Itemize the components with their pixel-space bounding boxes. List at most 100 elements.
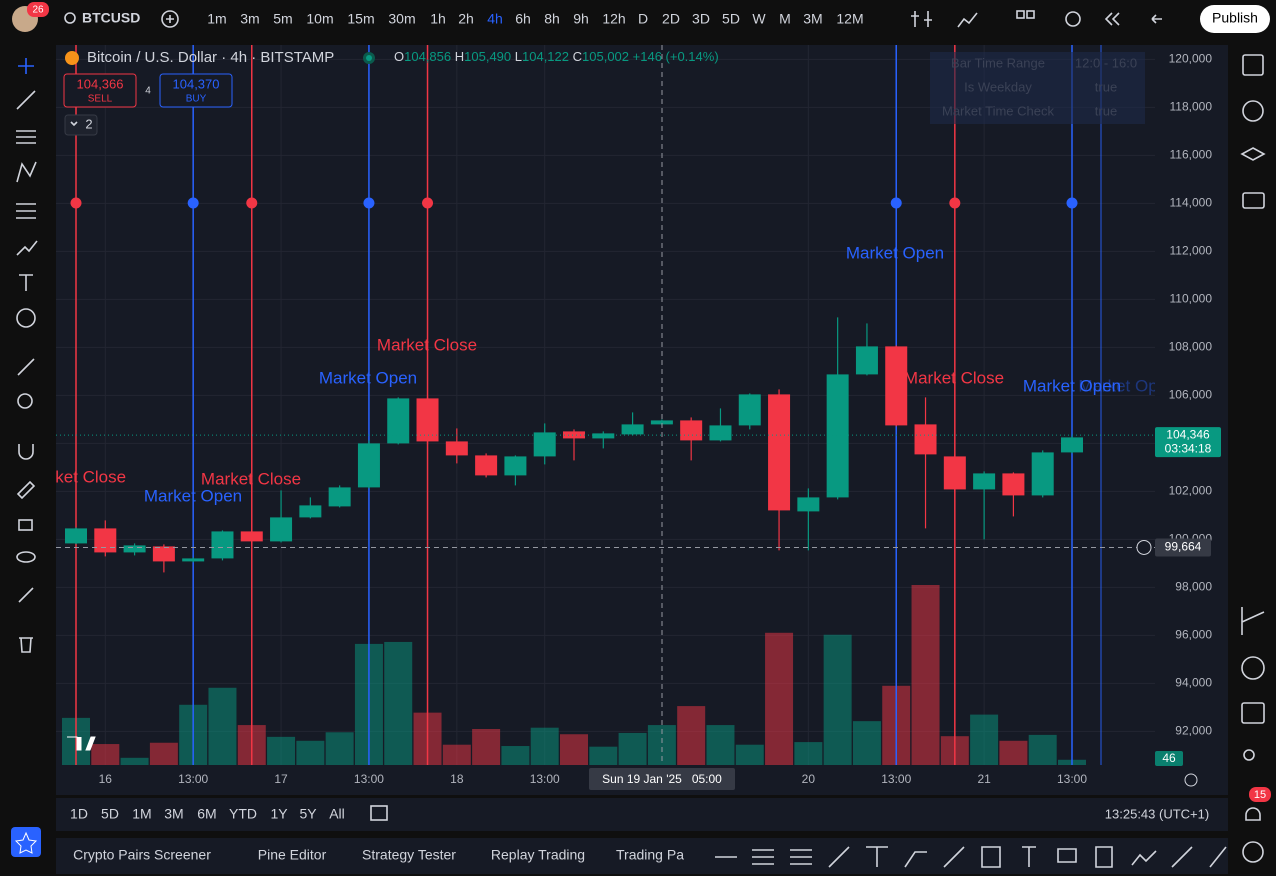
indicators-icon[interactable] [957, 12, 978, 28]
alert-icon[interactable] [1065, 11, 1081, 27]
interval[interactable]: 2h [458, 11, 474, 27]
range[interactable]: 1D [70, 806, 88, 822]
publish-label[interactable]: Publish [1212, 10, 1258, 26]
interval[interactable]: 3M [803, 11, 822, 27]
indicator-toggle[interactable] [64, 114, 98, 136]
interval[interactable]: 30m [388, 11, 415, 27]
layers-icon[interactable] [1240, 147, 1266, 161]
bell-icon[interactable] [1245, 807, 1261, 821]
candle-body [270, 517, 293, 542]
volume-box [1155, 751, 1183, 766]
chart-pane [56, 45, 1228, 795]
sell-price[interactable]: 104,366 [77, 76, 124, 91]
tab[interactable]: Trading Pa [616, 847, 684, 863]
interval[interactable]: M [779, 11, 791, 27]
interval[interactable]: 12M [836, 11, 863, 27]
trend-tool[interactable] [16, 90, 36, 110]
buy-price[interactable]: 104,370 [173, 76, 220, 91]
sell-label[interactable]: SELL [88, 94, 113, 105]
symbol[interactable]: BTCUSD [82, 10, 140, 26]
range[interactable]: 6M [197, 806, 216, 822]
replay-icon[interactable] [1104, 12, 1120, 26]
add-symbol[interactable] [161, 10, 179, 28]
interval[interactable]: 3D [692, 11, 710, 27]
tab[interactable]: Replay Trading [491, 847, 585, 863]
lock-draw-tool[interactable] [16, 480, 36, 500]
range[interactable]: 5Y [299, 806, 317, 822]
interval[interactable]: 5D [722, 11, 740, 27]
volume-bar [149, 742, 178, 765]
search-icon[interactable] [64, 12, 76, 24]
projection-tool[interactable] [16, 203, 36, 219]
open: 104,856 [404, 49, 451, 64]
watchlist-star[interactable] [11, 827, 41, 857]
interval[interactable]: W [752, 11, 766, 27]
interval[interactable]: 2D [662, 11, 680, 27]
people-icon[interactable] [1243, 749, 1255, 761]
lock-tool[interactable] [18, 519, 33, 531]
interval[interactable]: 4h [487, 11, 503, 27]
chart-type-icon[interactable] [911, 11, 932, 27]
interval[interactable]: 8h [544, 11, 560, 27]
target-icon[interactable] [1241, 656, 1265, 680]
watchlist-icon[interactable] [1242, 54, 1264, 76]
indicator-count[interactable]: 2 [85, 116, 92, 131]
calendar-icon[interactable] [1241, 702, 1265, 724]
alerts-icon[interactable] [1242, 100, 1264, 122]
zoom-tool[interactable] [17, 393, 33, 409]
interval[interactable]: D [638, 11, 648, 27]
candle-body [826, 374, 849, 498]
interval[interactable]: 5m [273, 11, 292, 27]
chat-icon[interactable] [1242, 192, 1265, 209]
tab[interactable]: Pine Editor [258, 847, 327, 863]
candle-body [943, 456, 966, 490]
sell-button[interactable] [63, 73, 137, 108]
undo-icon[interactable] [1151, 14, 1162, 24]
crosshair-add[interactable] [1136, 539, 1152, 555]
range[interactable]: 5D [101, 806, 119, 822]
range[interactable]: 1Y [270, 806, 288, 822]
interval[interactable]: 15m [347, 11, 374, 27]
candle-body [387, 398, 410, 444]
volume-bar [120, 757, 149, 765]
volume-bar [852, 721, 881, 765]
fib-tool[interactable] [16, 130, 36, 144]
interval[interactable]: 1h [430, 11, 446, 27]
range[interactable]: YTD [229, 806, 257, 822]
candle-body [797, 497, 820, 512]
range[interactable]: 3M [164, 806, 183, 822]
help-icon[interactable] [1242, 841, 1264, 863]
candle-body [1031, 452, 1054, 496]
pattern-tool[interactable] [16, 161, 37, 183]
range[interactable]: 1M [132, 806, 151, 822]
tab[interactable]: Crypto Pairs Screener [73, 847, 211, 863]
draw-icon[interactable] [1241, 607, 1265, 635]
emoji-tool[interactable] [16, 308, 36, 328]
link-tool[interactable] [18, 587, 34, 603]
ruler-tool[interactable] [17, 358, 35, 376]
buy-label[interactable]: BUY [186, 94, 207, 105]
interval[interactable]: 6h [515, 11, 531, 27]
interval[interactable]: 10m [306, 11, 333, 27]
crosshair-tool[interactable] [18, 58, 34, 74]
text-tool[interactable] [19, 274, 33, 291]
buy-button[interactable] [159, 73, 233, 108]
magnet-tool[interactable] [18, 444, 34, 460]
settings-gear[interactable] [1184, 773, 1198, 787]
brush-tool[interactable] [16, 240, 38, 256]
interval[interactable]: 3m [240, 11, 259, 27]
interval[interactable]: 1m [207, 11, 226, 27]
publish-button[interactable] [1200, 5, 1270, 33]
volume-bar [208, 687, 237, 765]
interval[interactable]: 12h [602, 11, 625, 27]
trash-tool[interactable] [19, 637, 33, 653]
x-tick-label: 17 [274, 772, 288, 786]
l-label: L [515, 49, 522, 64]
range[interactable]: All [329, 806, 345, 822]
layout-icon[interactable] [1016, 10, 1025, 19]
hide-tool[interactable] [16, 551, 36, 563]
tab[interactable]: Strategy Tester [362, 847, 456, 863]
goto-date[interactable] [370, 805, 388, 821]
drawing-tools[interactable] [715, 846, 1227, 868]
interval[interactable]: 9h [573, 11, 589, 27]
